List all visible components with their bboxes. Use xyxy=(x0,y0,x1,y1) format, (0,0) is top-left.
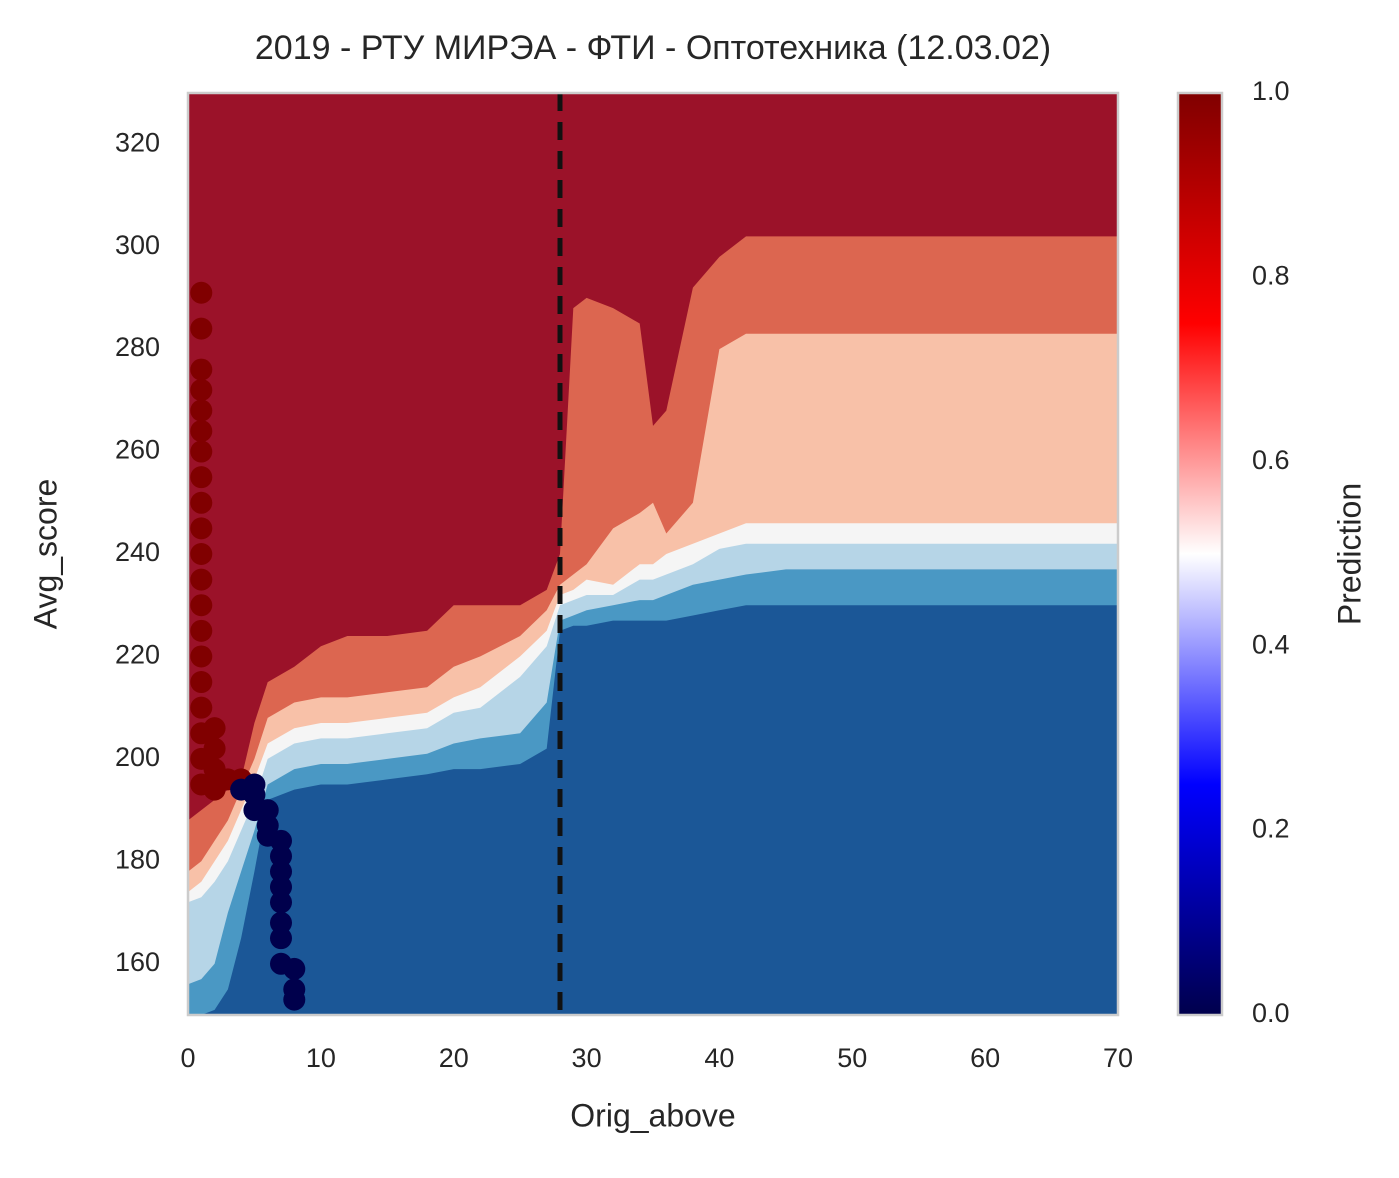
scatter-point xyxy=(190,440,213,463)
x-tick-label: 20 xyxy=(439,1043,469,1073)
y-tick-label: 160 xyxy=(115,947,160,977)
y-tick-label: 320 xyxy=(115,127,160,157)
chart-title: 2019 - РТУ МИРЭА - ФТИ - Оптотехника (12… xyxy=(255,29,1051,67)
colorbar-tick-label: 0.8 xyxy=(1252,261,1290,291)
y-tick-label: 240 xyxy=(115,537,160,567)
scatter-point xyxy=(190,466,213,489)
colorbar-tick-label: 0.4 xyxy=(1252,629,1290,659)
scatter-point xyxy=(190,317,213,340)
x-tick-label: 40 xyxy=(704,1043,734,1073)
y-tick-label: 280 xyxy=(115,332,160,362)
colorbar xyxy=(1176,91,1224,1017)
scatter-point xyxy=(190,491,213,514)
scatter-point xyxy=(190,281,213,304)
x-axis-label: Orig_above xyxy=(570,1097,735,1133)
scatter-point xyxy=(190,619,213,642)
colorbar-tick-label: 0.0 xyxy=(1252,998,1290,1028)
scatter-point xyxy=(203,737,226,760)
scatter-point xyxy=(270,891,292,914)
scatter-point xyxy=(190,379,213,402)
scatter-point xyxy=(243,783,266,806)
colorbar-tick-label: 0.2 xyxy=(1252,814,1290,844)
scatter-point xyxy=(190,568,213,591)
colorbar-label: Prediction xyxy=(1331,483,1367,625)
scatter-point xyxy=(283,988,306,1011)
contour-band xyxy=(188,605,1118,1015)
scatter-point xyxy=(190,399,213,422)
x-tick-label: 70 xyxy=(1103,1043,1133,1073)
scatter-point xyxy=(256,799,279,822)
scatter-point xyxy=(190,645,213,668)
x-tick-label: 60 xyxy=(970,1043,1000,1073)
scatter-point xyxy=(190,517,213,540)
plot-frame xyxy=(186,91,1120,1017)
y-tick-label: 180 xyxy=(115,844,160,874)
y-tick-label: 300 xyxy=(115,230,160,260)
scatter-point xyxy=(190,671,213,694)
scatter-point xyxy=(190,358,213,381)
x-tick-label: 10 xyxy=(306,1043,336,1073)
scatter-point xyxy=(270,829,292,852)
scatter-point xyxy=(190,420,213,443)
scatter-point xyxy=(270,927,292,950)
x-tick-label: 0 xyxy=(180,1043,195,1073)
scatter-point xyxy=(270,860,292,883)
y-axis-label: Avg_score xyxy=(27,479,63,630)
scatter-point xyxy=(283,957,306,980)
scatter-point xyxy=(190,594,213,617)
scatter-point xyxy=(270,845,292,868)
colorbar-tick-label: 1.0 xyxy=(1252,76,1290,106)
x-tick-label: 30 xyxy=(572,1043,602,1073)
y-tick-label: 220 xyxy=(115,640,160,670)
scatter-point xyxy=(190,696,213,719)
plot-area xyxy=(188,93,1118,1015)
scatter-point xyxy=(203,717,226,740)
y-tick-label: 200 xyxy=(115,742,160,772)
x-tick-label: 50 xyxy=(837,1043,867,1073)
y-tick-label: 260 xyxy=(115,435,160,465)
colorbar-tick-label: 0.6 xyxy=(1252,445,1290,475)
scatter-point xyxy=(270,875,292,898)
scatter-point xyxy=(190,543,213,565)
scatter-point xyxy=(270,911,292,934)
